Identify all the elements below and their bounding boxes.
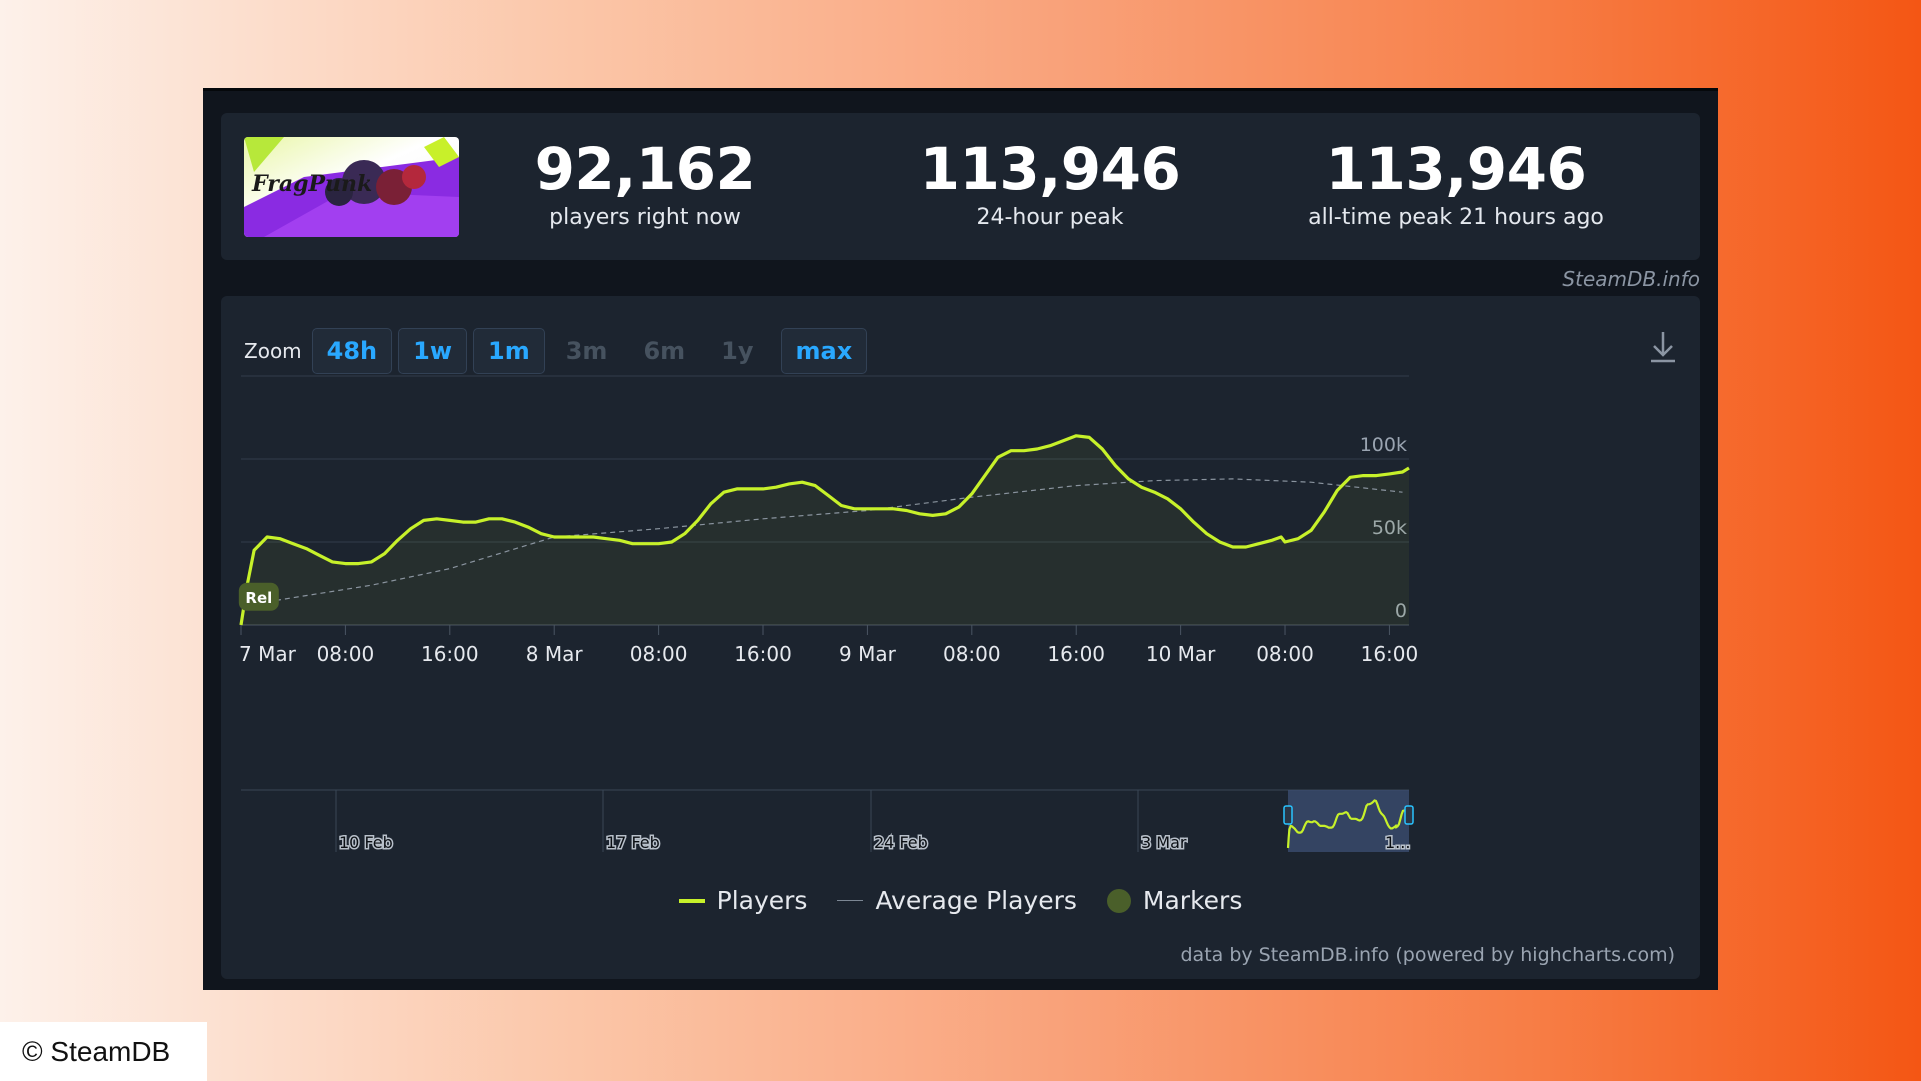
- navigator-label: 3 Mar: [1141, 833, 1187, 852]
- release-marker-label: Rel: [245, 589, 272, 607]
- x-tick-label: 16:00: [1361, 642, 1419, 666]
- zoom-max-button[interactable]: max: [780, 328, 868, 374]
- zoom-1w-button[interactable]: 1w: [398, 328, 468, 374]
- navigator-label: 24 Feb: [874, 833, 928, 852]
- series-line-players: [239, 434, 1410, 626]
- navigator-label: 1...: [1385, 833, 1410, 852]
- current-players-label: players right now: [549, 205, 741, 230]
- all-time-peak-value: 113,946: [1325, 135, 1587, 203]
- x-tick-label: 7 Mar: [239, 642, 297, 666]
- zoom-3m-button: 3m: [565, 337, 608, 365]
- x-tick-label: 08:00: [1256, 642, 1314, 666]
- legend-markers-label: Markers: [1142, 886, 1243, 915]
- zoom-label: Zoom: [244, 339, 302, 363]
- navigator-label: 10 Feb: [339, 833, 393, 852]
- chart-legend: Players Average Players Markers: [221, 886, 1700, 915]
- legend-players-label: Players: [716, 886, 808, 915]
- zoom-48h-button[interactable]: 48h: [311, 328, 393, 374]
- legend-average-label: Average Players: [875, 886, 1077, 915]
- series-line-average-players: [267, 478, 1403, 603]
- x-tick-label: 08:00: [630, 642, 688, 666]
- legend-average-players[interactable]: Average Players: [837, 886, 1077, 915]
- legend-players-swatch: [678, 898, 705, 903]
- current-players-value: 92,162: [534, 135, 756, 203]
- players-area: [241, 435, 1409, 625]
- peak-24h-label: 24-hour peak: [976, 205, 1124, 230]
- all-time-peak-label: all-time peak 21 hours ago: [1308, 205, 1604, 230]
- zoom-bar: Zoom 48h 1w 1m 3m 6m 1y max: [244, 328, 873, 374]
- steamdb-widget: FragPunk 92,162 players right now 113,94…: [203, 88, 1718, 990]
- zoom-1y-button: 1y: [721, 337, 754, 365]
- x-tick-label: 16:00: [1047, 642, 1105, 666]
- copyright-notice: © SteamDB: [0, 1022, 207, 1081]
- zoom-6m-button: 6m: [643, 337, 686, 365]
- chart-panel: Zoom 48h 1w 1m 3m 6m 1y max 0 50k 100k 7 Ma…: [221, 296, 1700, 979]
- y-tick-label: 0: [1395, 600, 1407, 622]
- legend-markers[interactable]: Markers: [1106, 886, 1243, 915]
- navigator-label: 17 Feb: [606, 833, 660, 852]
- legend-markers-swatch: [1106, 888, 1131, 913]
- steamdb-credit-link[interactable]: SteamDB.info: [1562, 267, 1700, 291]
- x-tick-label: 16:00: [421, 642, 479, 666]
- navigator-handle-right[interactable]: [1404, 805, 1414, 825]
- x-tick-label: 08:00: [943, 642, 1001, 666]
- stat-current-players: 92,162 players right now: [465, 137, 825, 230]
- x-tick-label: 10 Mar: [1146, 642, 1216, 666]
- stat-24h-peak: 113,946 24-hour peak: [870, 137, 1230, 230]
- x-tick-label: 16:00: [734, 642, 792, 666]
- x-tick-label: 9 Mar: [839, 642, 897, 666]
- legend-average-swatch: [837, 900, 864, 901]
- navigator-handle-left[interactable]: [1283, 805, 1293, 825]
- x-tick-label: 8 Mar: [526, 642, 584, 666]
- cover-logo-text: FragPunk: [252, 171, 373, 197]
- powered-by-credit[interactable]: data by SteamDB.info (powered by highcha…: [1180, 944, 1675, 966]
- navigator-players-line: [1286, 799, 1409, 849]
- y-tick-label: 100k: [1360, 434, 1407, 456]
- download-icon[interactable]: [1648, 330, 1678, 364]
- peak-24h-value: 113,946: [919, 135, 1181, 203]
- stat-all-time-peak: 113,946 all-time peak 21 hours ago: [1276, 137, 1636, 230]
- zoom-1m-button[interactable]: 1m: [473, 328, 545, 374]
- y-tick-label: 50k: [1372, 517, 1407, 539]
- game-cover-art[interactable]: FragPunk: [244, 137, 459, 237]
- player-stats-panel: FragPunk 92,162 players right now 113,94…: [221, 113, 1700, 260]
- release-marker: [238, 582, 279, 611]
- legend-players[interactable]: Players: [678, 886, 808, 915]
- x-tick-label: 08:00: [317, 642, 375, 666]
- player-count-chart[interactable]: 0 50k 100k 7 Mar 08:00 16:00 8 Mar 08:00 16:00 9 …: [221, 296, 1700, 979]
